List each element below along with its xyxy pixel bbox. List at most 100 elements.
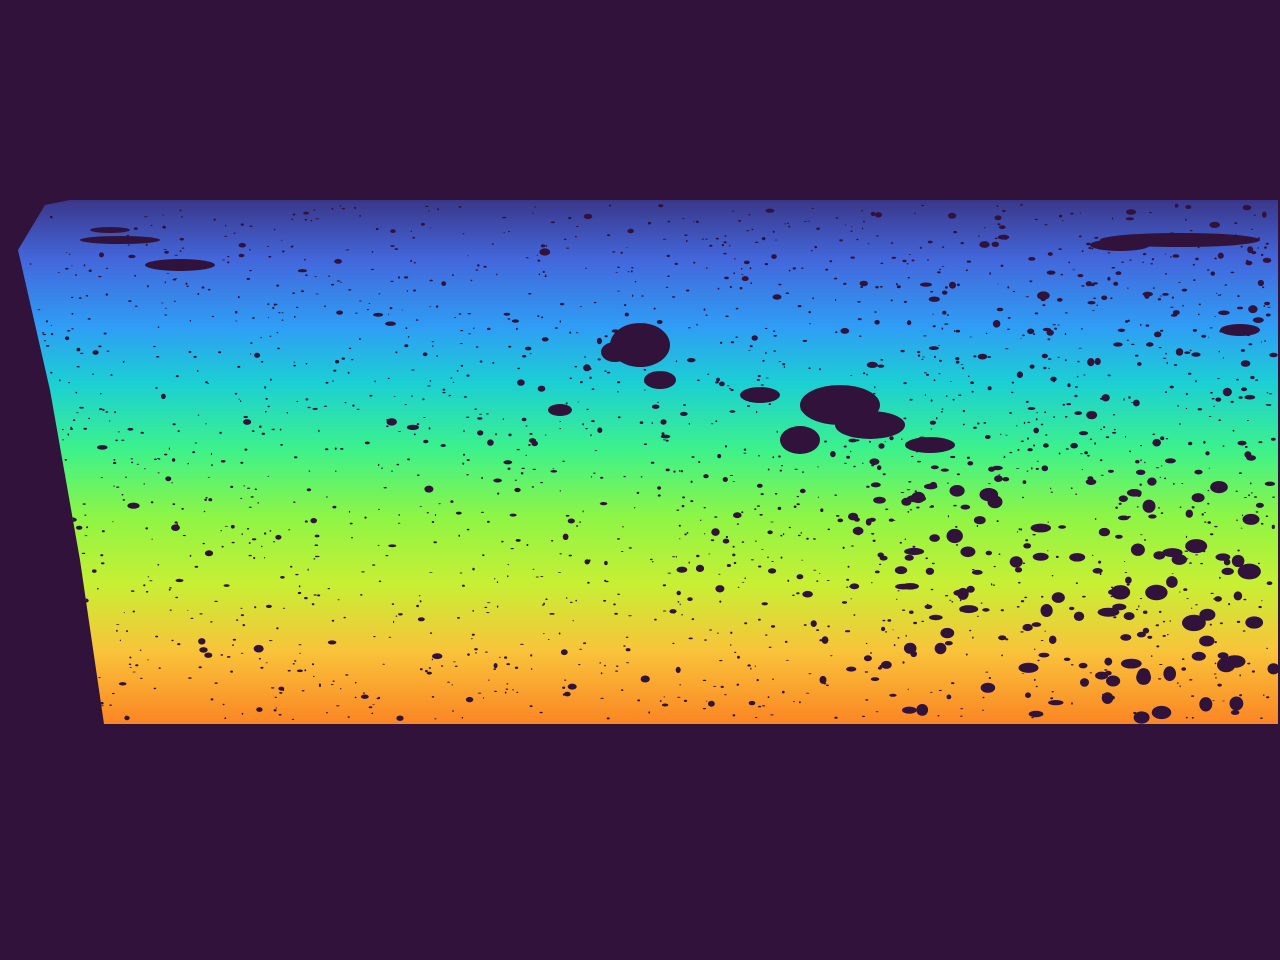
depth-hole: [378, 463, 380, 467]
depth-hole: [1112, 217, 1114, 220]
depth-hole: [921, 358, 924, 360]
depth-hole: [1034, 678, 1036, 682]
depth-hole: [831, 387, 834, 390]
depth-hole: [998, 474, 1001, 476]
depth-hole: [644, 382, 648, 384]
depth-hole: [942, 310, 947, 315]
depth-hole: [351, 358, 354, 361]
depth-hole: [953, 589, 969, 597]
depth-hole: [1002, 209, 1006, 213]
depth-hole: [436, 355, 438, 357]
depth-hole: [1211, 397, 1215, 400]
depth-hole: [1252, 317, 1264, 323]
depth-hole: [396, 715, 404, 721]
depth-hole: [972, 636, 974, 639]
depth-hole: [116, 629, 118, 632]
depth-hole: [802, 339, 808, 342]
depth-hole: [823, 678, 825, 680]
depth-hole: [868, 420, 870, 421]
depth-hole: [1016, 468, 1020, 469]
depth-hole: [377, 544, 380, 546]
depth-hole: [477, 692, 482, 694]
depth-hole: [495, 433, 497, 436]
depth-hole: [428, 427, 431, 430]
depth-hole: [491, 243, 494, 245]
depth-hole: [1181, 667, 1187, 671]
depth-hole: [1144, 539, 1146, 541]
depth-hole: [227, 261, 230, 264]
depth-hole: [887, 619, 892, 622]
depth-hole: [317, 594, 321, 597]
depth-hole: [267, 475, 270, 477]
depth-hole: [116, 236, 119, 238]
depth-hole: [628, 354, 630, 356]
depth-hole: [917, 436, 927, 444]
depth-hole: [780, 426, 820, 454]
depth-hole: [1024, 596, 1028, 599]
depth-hole: [909, 610, 914, 614]
depth-hole: [973, 516, 986, 525]
depth-hole: [265, 604, 272, 609]
depth-hole: [440, 665, 444, 667]
depth-hole: [1064, 415, 1068, 418]
depth-hole: [84, 514, 87, 516]
depth-hole: [276, 284, 280, 287]
depth-hole: [874, 311, 877, 313]
depth-hole: [398, 276, 400, 279]
depth-hole: [465, 696, 474, 703]
depth-hole: [868, 517, 876, 522]
depth-hole: [168, 588, 171, 591]
depth-hole: [1000, 433, 1002, 436]
depth-hole: [949, 599, 952, 601]
depth-hole: [578, 664, 581, 666]
depth-hole: [1018, 662, 1039, 673]
depth-hole: [940, 468, 949, 472]
depth-hole: [885, 508, 889, 511]
depth-hole: [807, 220, 811, 222]
depth-hole: [1148, 514, 1157, 519]
depth-hole: [1019, 204, 1024, 206]
depth-hole: [1188, 441, 1193, 446]
depth-hole: [238, 253, 245, 258]
depth-hole: [224, 224, 227, 227]
depth-hole: [458, 313, 462, 315]
depth-hole: [1033, 427, 1039, 434]
depth-hole: [105, 293, 109, 296]
depth-hole: [606, 234, 611, 237]
depth-hole: [1057, 324, 1060, 326]
depth-hole: [830, 451, 836, 458]
depth-hole: [941, 408, 944, 410]
depth-hole: [127, 244, 130, 246]
depth-hole: [82, 503, 86, 505]
depth-hole: [1219, 576, 1221, 579]
depth-hole: [407, 458, 410, 461]
depth-hole: [134, 274, 137, 277]
depth-hole: [1081, 285, 1085, 287]
depth-hole: [310, 220, 313, 222]
depth-hole: [431, 658, 434, 661]
depth-hole: [378, 508, 380, 511]
depth-hole: [227, 256, 230, 258]
depth-hole: [1102, 693, 1105, 696]
depth-hole: [313, 594, 317, 596]
depth-hole: [1166, 361, 1168, 365]
depth-hole: [1106, 675, 1121, 687]
depth-hole: [88, 417, 90, 420]
depth-hole: [1146, 342, 1154, 347]
depth-hole: [1246, 455, 1256, 461]
depth-hole: [717, 454, 722, 459]
depth-hole: [100, 562, 105, 565]
depth-hole: [1188, 372, 1192, 375]
depth-hole: [985, 671, 989, 673]
depth-hole: [1087, 358, 1095, 367]
depth-hole: [440, 444, 446, 447]
depth-hole: [1157, 298, 1162, 301]
depth-hole: [388, 544, 397, 548]
depth-hole: [286, 411, 288, 414]
depth-hole: [1164, 458, 1176, 464]
depth-hole: [569, 601, 573, 604]
depth-hole: [1160, 436, 1165, 441]
depth-hole: [643, 368, 647, 371]
depth-hole: [177, 643, 181, 646]
depth-hole: [681, 613, 683, 616]
